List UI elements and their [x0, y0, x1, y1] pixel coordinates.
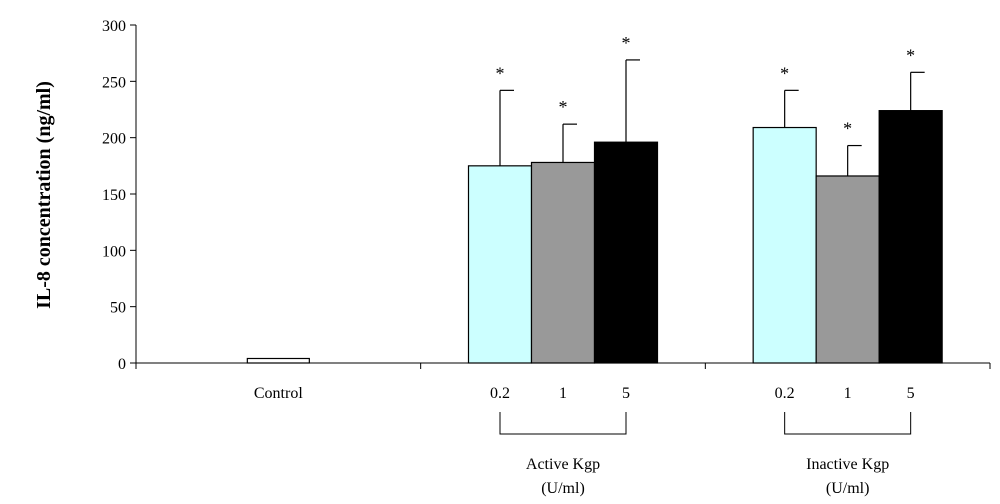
bar — [878, 110, 943, 364]
significance-asterisk: * — [843, 119, 852, 139]
group-label: Control — [254, 385, 303, 402]
x-axis — [135, 362, 991, 369]
y-tick-label: 0 — [118, 356, 126, 373]
group-bracket — [499, 412, 627, 435]
significance-asterisk: * — [622, 33, 631, 53]
category-labels: Control 0.2 1 5 Active Kgp (U/ml) 0.2 1 5 Inactiv… — [254, 385, 915, 497]
bars: * * * * * * — [246, 33, 943, 364]
significance-asterisk: * — [780, 63, 789, 83]
dose-label: 1 — [844, 385, 852, 402]
group-label: (U/ml) — [541, 480, 585, 497]
group-label: Active Kgp — [526, 456, 600, 473]
group-label: Inactive Kgp — [806, 456, 889, 473]
y-tick-label: 300 — [102, 18, 126, 35]
dose-label: 0.2 — [490, 385, 510, 402]
dose-label: 1 — [559, 385, 567, 402]
bar — [815, 175, 880, 364]
bar — [530, 161, 596, 364]
y-tick-label: 200 — [102, 131, 126, 148]
dose-label: 5 — [907, 385, 915, 402]
y-tick-label: 150 — [102, 187, 126, 204]
bar — [752, 126, 817, 364]
significance-asterisk: * — [559, 97, 568, 117]
y-axis-label: IL-8 concentration (ng/ml) — [33, 81, 55, 309]
y-axis: 0 50 100 150 200 250 300 — [102, 18, 137, 373]
dose-label: 5 — [622, 385, 630, 402]
y-tick-label: 250 — [102, 74, 126, 91]
significance-asterisk: * — [496, 63, 505, 83]
dose-label: 0.2 — [775, 385, 795, 402]
group-bracket — [784, 412, 912, 435]
bar — [246, 357, 310, 364]
y-tick-label: 100 — [102, 243, 126, 260]
bar — [467, 165, 533, 364]
group-label: (U/ml) — [826, 480, 870, 497]
y-tick-label: 50 — [110, 300, 126, 317]
significance-asterisk: * — [906, 45, 915, 65]
bar — [593, 141, 659, 364]
